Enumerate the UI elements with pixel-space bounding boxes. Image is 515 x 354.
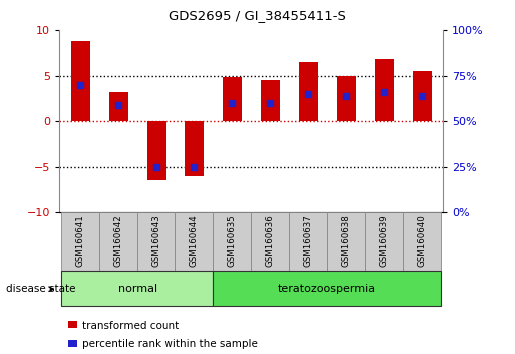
Bar (336, 76, 355, 121)
Bar (71, 41, 90, 121)
Bar (222, 78, 242, 121)
Text: GSM160637: GSM160637 (303, 214, 313, 267)
Bar (261, 80, 280, 121)
Text: GSM160640: GSM160640 (418, 214, 426, 267)
Bar (213, 271, 441, 306)
Text: transformed count: transformed count (82, 321, 180, 331)
Bar (289, 212, 327, 271)
Text: GSM160635: GSM160635 (228, 214, 236, 267)
Bar (251, 212, 289, 271)
Bar (147, 121, 166, 181)
Text: teratozoospermia: teratozoospermia (278, 284, 376, 293)
Bar (68, 321, 77, 329)
Bar (374, 59, 393, 121)
Bar (68, 340, 77, 347)
Bar (413, 71, 432, 121)
Text: GSM160638: GSM160638 (341, 214, 351, 267)
Bar (99, 212, 137, 271)
Bar (137, 212, 175, 271)
Bar (175, 212, 213, 271)
Bar (61, 212, 99, 271)
Text: normal: normal (117, 284, 157, 293)
Bar (327, 212, 365, 271)
Text: GSM160643: GSM160643 (151, 214, 161, 267)
Text: GSM160639: GSM160639 (380, 214, 388, 267)
Text: GSM160636: GSM160636 (266, 214, 274, 267)
Text: GSM160644: GSM160644 (190, 214, 199, 267)
Text: percentile rank within the sample: percentile rank within the sample (82, 339, 259, 349)
Bar (299, 62, 318, 121)
Bar (213, 212, 251, 271)
Text: GDS2695 / GI_38455411-S: GDS2695 / GI_38455411-S (169, 9, 346, 22)
Bar (403, 212, 441, 271)
Text: disease state: disease state (6, 284, 76, 294)
Bar (109, 92, 128, 121)
Bar (184, 121, 203, 176)
Bar (365, 212, 403, 271)
Text: GSM160642: GSM160642 (114, 214, 123, 267)
Text: GSM160641: GSM160641 (76, 214, 84, 267)
Bar (61, 271, 213, 306)
